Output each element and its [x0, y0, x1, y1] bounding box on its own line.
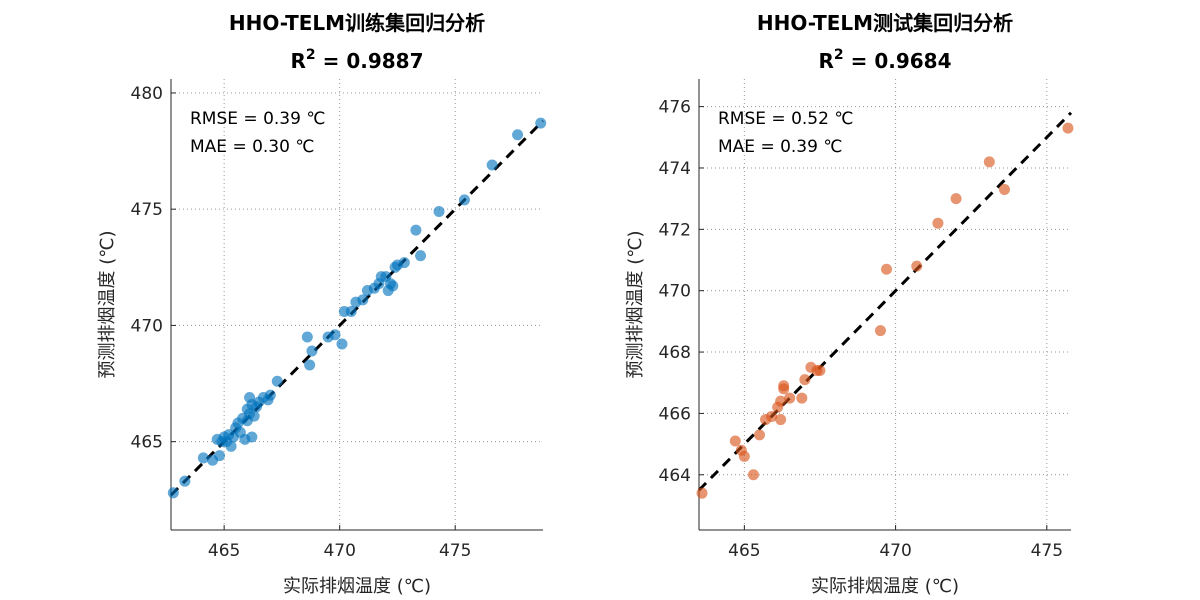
data-point — [264, 389, 276, 401]
data-point — [738, 450, 750, 462]
data-point — [304, 359, 316, 371]
test-regression-panel: 465 470 475 464 466 468 470 472 474 476 RMSE = 0.5… — [625, 11, 1074, 597]
data-point — [225, 440, 237, 452]
data-point — [433, 206, 445, 218]
x-tick-label: 470 — [879, 541, 911, 561]
data-point — [387, 280, 399, 292]
y-axis-label: 预测排烟温度 (℃) — [97, 231, 118, 379]
train-regression-panel: 465 470 475 465 470 475 480 RMSE = 0.39 ℃ MAE = … — [97, 11, 547, 597]
data-point — [271, 375, 283, 387]
data-point — [775, 395, 787, 407]
data-point — [983, 156, 995, 168]
data-point — [775, 414, 787, 426]
data-point — [410, 224, 422, 236]
metric-text: RMSE = 0.52 ℃ — [718, 109, 853, 129]
data-point — [336, 338, 348, 350]
data-point — [696, 487, 708, 499]
y-tick-label: 464 — [659, 466, 691, 486]
data-point — [458, 194, 470, 206]
data-point — [932, 217, 944, 229]
data-point — [345, 305, 357, 317]
chart-title: HHO-TELM训练集回归分析 — [229, 11, 485, 35]
y-tick-label: 465 — [131, 433, 163, 453]
data-point — [357, 294, 369, 306]
data-point — [874, 325, 886, 337]
data-point — [415, 250, 427, 262]
data-point — [799, 374, 811, 386]
y-tick-label: 476 — [659, 98, 691, 118]
data-point — [881, 263, 893, 275]
data-point — [778, 380, 790, 392]
y-tick-label: 466 — [659, 404, 691, 424]
data-point — [747, 469, 759, 481]
chart-title: HHO-TELM测试集回归分析 — [757, 11, 1013, 35]
data-point — [329, 329, 341, 341]
data-point — [1062, 122, 1074, 134]
data-point — [248, 410, 260, 422]
data-point — [950, 193, 962, 205]
data-point — [301, 331, 313, 343]
y-tick-label: 468 — [659, 343, 691, 363]
y-tick-label: 472 — [659, 220, 691, 240]
x-tick-label: 470 — [323, 541, 355, 561]
data-point — [197, 452, 209, 464]
r2-title: R2 = 0.9887 — [290, 47, 423, 73]
data-point — [179, 475, 191, 487]
y-tick-label: 475 — [131, 200, 163, 220]
data-point — [512, 129, 524, 141]
x-tick-label: 465 — [728, 541, 760, 561]
data-point — [214, 450, 226, 462]
data-point — [246, 431, 258, 443]
data-point — [306, 345, 318, 357]
y-tick-label: 474 — [659, 159, 691, 179]
x-tick-label: 475 — [1031, 541, 1063, 561]
y-axis-label: 预测排烟温度 (℃) — [625, 231, 646, 379]
y-tick-label: 480 — [131, 84, 163, 104]
x-tick-label: 475 — [439, 541, 471, 561]
data-point — [796, 392, 808, 404]
data-point — [814, 364, 826, 376]
data-point — [167, 487, 179, 499]
data-point — [911, 260, 923, 272]
data-point — [784, 392, 796, 404]
metric-text: MAE = 0.39 ℃ — [718, 137, 842, 157]
metric-text: RMSE = 0.39 ℃ — [190, 109, 325, 129]
x-axis-label: 实际排烟温度 (℃) — [283, 576, 431, 597]
data-point — [486, 159, 498, 171]
data-point — [998, 183, 1010, 195]
data-point — [766, 410, 778, 422]
r2-title: R2 = 0.9684 — [818, 47, 951, 73]
x-axis-label: 实际排烟温度 (℃) — [811, 576, 959, 597]
data-point — [535, 117, 547, 129]
y-tick-label: 470 — [659, 282, 691, 302]
y-tick-label: 470 — [131, 316, 163, 336]
identity-fit-line — [697, 111, 1073, 492]
data-point — [398, 257, 410, 269]
data-point — [753, 429, 765, 441]
data-point — [729, 435, 741, 447]
metric-text: MAE = 0.30 ℃ — [190, 137, 314, 157]
x-tick-label: 465 — [208, 541, 240, 561]
